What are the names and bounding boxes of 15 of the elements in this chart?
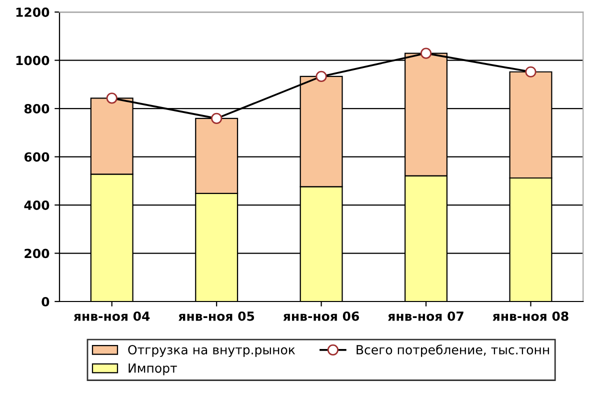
y-tick-label: 1000 (16, 56, 50, 66)
y-tick-label: 200 (24, 248, 50, 258)
x-tick-label: янв-ноя 08 (492, 311, 568, 321)
x-tick-label: янв-ноя 06 (283, 311, 360, 321)
y-tick-label: 0 (42, 296, 50, 306)
y-tick-label: 800 (24, 104, 50, 114)
legend-label: Всего потребление, тыс.тонн (356, 344, 549, 357)
y-tick-label: 1200 (16, 8, 50, 17)
legend-label: Импорт (128, 364, 177, 376)
y-tick-label: 600 (24, 152, 50, 162)
legend-label: Отгрузка на внутр.рынок (128, 345, 296, 357)
y-tick-label: 400 (24, 200, 50, 210)
x-tick-label: янв-ноя 05 (178, 311, 254, 321)
x-tick-label: янв-ноя 04 (74, 311, 150, 321)
x-tick-label: янв-ноя 07 (388, 311, 464, 321)
